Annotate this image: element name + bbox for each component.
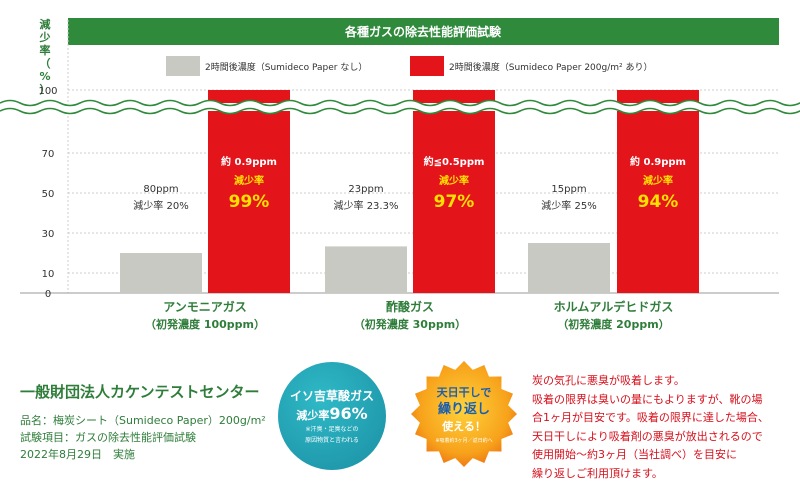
badge-circle-note-1: ※汗臭・足臭などの (305, 426, 359, 433)
star-line-3: 使える！ (441, 419, 486, 433)
bar-with-paper (617, 90, 699, 293)
y-axis-label-char: 減 (40, 17, 51, 31)
star-line-2: 繰り返し (438, 401, 490, 417)
chart-title: 各種ガスの除去性能評価試験 (344, 24, 502, 39)
y-axis-label-char: （ (40, 57, 51, 70)
y-tick-label: 100 (38, 86, 57, 97)
isovaleric-acid-badge: イソ吉草酸ガス 減少率96% ※汗臭・足臭などの 原因物質と言われる (278, 362, 386, 470)
product-name: 品名：梅炭シート（Sumideco Paper）200g/m² (20, 414, 266, 427)
category-name: ホルムアルデヒドガス (554, 299, 674, 314)
note-line: 繰り返しご利用頂けます。 (532, 466, 663, 480)
axis-break-line-bottom (0, 107, 800, 115)
usage-note: 炭の気孔に悪臭が吸着します。 吸着の限界は臭いの量にもよりますが、靴の場 合1ヶ… (532, 372, 794, 483)
badge-circle-rate-value: 96% (329, 404, 368, 423)
axis-break-line-top (0, 99, 800, 107)
y-tick-label: 50 (42, 189, 55, 200)
legend-swatch (410, 56, 444, 76)
test-organization: 一般財団法人カケンテストセンター (20, 383, 260, 401)
red-bar-rate-label: 減少率 (439, 174, 469, 187)
badge-circle-title: イソ吉草酸ガス (289, 389, 374, 403)
badge-circle-note-2: 原因物質と言われる (305, 437, 359, 444)
gray-bar-rate: 減少率 23.3% (334, 199, 399, 212)
y-axis-label-char: ） (40, 83, 51, 96)
y-tick-label: 70 (42, 149, 55, 160)
note-line: 使用開始～約3ヶ月（当社調べ）を目安に (532, 448, 737, 461)
note-line: 天日干しにより吸着剤の悪臭が放出されるので (532, 429, 763, 443)
red-bar-rate-label: 減少率 (643, 174, 673, 187)
reusable-star-badge: 天日干しで 繰り返し 使える！ ※吸着約3ヶ月／返日約へ (411, 361, 517, 467)
red-bar-concentration: 約 0.9ppm (630, 155, 686, 168)
bar-with-paper (208, 90, 290, 293)
y-tick-label: 0 (45, 289, 51, 300)
legend: 2時間後濃度（Sumideco Paper なし） 2時間後濃度（Sumideco… (166, 56, 653, 76)
legend-label: 2時間後濃度（Sumideco Paper 200g/m² あり） (449, 61, 653, 73)
badge-circle-rate-label: 減少率 (296, 409, 330, 422)
y-axis-label-char: 少 (39, 30, 51, 44)
red-bar-concentration: 約≦0.5ppm (424, 155, 485, 168)
note-line: 炭の気孔に悪臭が吸着します。 (532, 374, 685, 387)
bar-without-paper (325, 246, 407, 293)
red-bar-concentration: 約 0.9ppm (221, 155, 277, 168)
chart-title-bar: 各種ガスの除去性能評価試験 (68, 18, 779, 45)
y-tick-labels: 0 10 30 50 70 100 (38, 86, 57, 300)
y-tick-label: 30 (42, 229, 55, 240)
legend-swatch (166, 56, 200, 76)
y-axis-label: 減少率（%） (39, 17, 51, 96)
note-line: 合1ヶ月が目安です。吸着の限界に達した場合、 (532, 411, 769, 424)
category-initial-concentration: （初発濃度 100ppm） (145, 317, 265, 331)
category-name: アンモニアガス (163, 299, 247, 314)
bar-labels: 80ppm 減少率 20% 23ppm 減少率 23.3% 15ppm 減少率 25% 約 … (133, 155, 686, 212)
legend-label: 2時間後濃度（Sumideco Paper なし） (205, 61, 367, 73)
y-axis-label-char: 率 (40, 43, 51, 57)
gray-bar-concentration: 15ppm (551, 184, 586, 195)
gray-bar-concentration: 80ppm (143, 184, 178, 195)
category-name: 酢酸ガス (386, 299, 434, 314)
bar-without-paper (528, 243, 610, 293)
test-date: 2022年8月29日 実施 (20, 448, 135, 461)
gray-bar-rate: 減少率 25% (541, 199, 596, 212)
star-line-1: 天日干しで (437, 386, 492, 399)
gray-bar-concentration: 23ppm (348, 184, 383, 195)
test-item: 試験項目：ガスの除去性能評価試験 (20, 431, 196, 444)
gray-bar-rate: 減少率 20% (133, 199, 188, 212)
bars (120, 90, 699, 293)
red-bar-rate-value: 94% (638, 192, 679, 212)
category-initial-concentration: （初発濃度 30ppm） (354, 317, 466, 331)
starburst-shape (411, 361, 517, 467)
x-category-labels: アンモニアガス （初発濃度 100ppm） 酢酸ガス （初発濃度 30ppm） ホルムア… (145, 299, 673, 331)
chart: 各種ガスの除去性能評価試験 減少率（%） 2時間後濃度（Sumideco Pap… (0, 17, 800, 331)
axis-break (0, 99, 800, 115)
star-line-4: ※吸着約3ヶ月／返日約へ (435, 437, 492, 444)
red-bar-rate-value: 99% (229, 192, 270, 212)
category-initial-concentration: （初発濃度 20ppm） (557, 317, 669, 331)
y-tick-label: 10 (42, 269, 55, 280)
bar-without-paper (120, 253, 202, 293)
y-axis-label-char: % (39, 70, 50, 83)
bar-with-paper (413, 90, 495, 293)
axis-break-band (0, 103, 800, 111)
red-bar-rate-value: 97% (434, 192, 475, 212)
note-line: 吸着の限界は臭いの量にもよりますが、靴の場 (532, 392, 763, 406)
red-bar-rate-label: 減少率 (234, 174, 264, 187)
